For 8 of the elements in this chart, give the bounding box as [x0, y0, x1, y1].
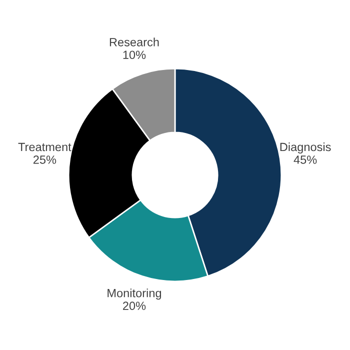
data-label: 25% [33, 156, 56, 164]
data-label: 20% [123, 302, 146, 310]
data-label: 10% [123, 50, 146, 60]
slice-label: Monitoring [108, 288, 162, 300]
slice-label: Research [110, 38, 159, 46]
slice-label: Diagnosis [280, 142, 331, 154]
slice-label: Treatment [18, 142, 72, 152]
data-label: 45% [294, 156, 317, 164]
